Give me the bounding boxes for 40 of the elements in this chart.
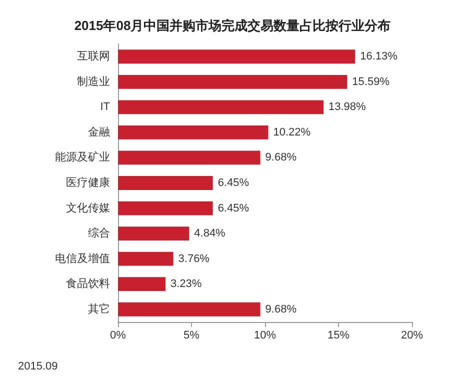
bar (118, 226, 190, 240)
data-label: 6.45% (218, 202, 250, 214)
y-tick-label: 综合 (88, 226, 110, 240)
bar (118, 100, 324, 114)
data-label: 9.68% (265, 303, 297, 316)
y-tick-label: 互联网 (77, 50, 110, 63)
data-label: 9.68% (265, 152, 297, 164)
x-tick-label: 20% (400, 330, 424, 342)
y-tick-label: 医疗健康 (66, 176, 110, 189)
data-label: 3.76% (178, 252, 210, 265)
y-tick-label: IT (100, 101, 110, 114)
data-label: 3.23% (170, 278, 202, 290)
x-tick-label: 0% (110, 330, 126, 342)
y-tick-label: 电信及增值 (55, 252, 110, 265)
x-tick-label: 5% (184, 330, 200, 342)
chart-title: 2015年08月中国并购市场完成交易数量占比按行业分布 (74, 18, 391, 33)
y-tick-label: 金融 (88, 126, 110, 138)
y-tick-label: 文化传媒 (66, 201, 110, 214)
bar (118, 74, 348, 89)
data-label: 16.13% (360, 50, 398, 63)
bar (118, 277, 166, 292)
y-tick-label: 制造业 (77, 74, 110, 88)
data-label: 4.84% (194, 228, 226, 240)
data-label: 13.98% (328, 101, 366, 114)
x-tick-label: 15% (327, 330, 350, 342)
bar (118, 252, 174, 266)
bar (118, 302, 260, 316)
x-tick-label: 10% (254, 330, 276, 342)
bar (118, 176, 213, 190)
bar (118, 201, 213, 216)
y-tick-label: 其它 (88, 302, 110, 316)
data-label: 15.59% (352, 76, 390, 88)
y-tick-label: 食品饮料 (66, 277, 110, 290)
data-label: 6.45% (218, 177, 250, 189)
text: 2015.09 (18, 360, 58, 372)
bar (118, 150, 260, 165)
y-tick-label: 能源及矿业 (55, 150, 110, 164)
bar (118, 126, 268, 140)
bar (118, 50, 356, 64)
data-label: 10.22% (273, 126, 311, 138)
